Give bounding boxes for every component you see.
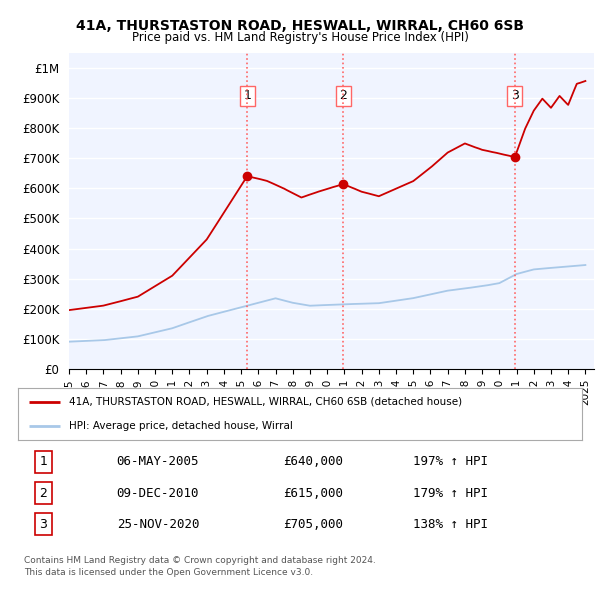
Text: 138% ↑ HPI: 138% ↑ HPI	[413, 517, 488, 530]
Text: 1: 1	[243, 89, 251, 102]
Text: 2: 2	[40, 487, 47, 500]
Text: 2: 2	[339, 89, 347, 102]
Text: 3: 3	[511, 89, 519, 102]
Text: 1: 1	[40, 455, 47, 468]
Text: HPI: Average price, detached house, Wirral: HPI: Average price, detached house, Wirr…	[69, 421, 293, 431]
Text: 197% ↑ HPI: 197% ↑ HPI	[413, 455, 488, 468]
Text: £615,000: £615,000	[283, 487, 343, 500]
Text: 25-NOV-2020: 25-NOV-2020	[116, 517, 199, 530]
Text: This data is licensed under the Open Government Licence v3.0.: This data is licensed under the Open Gov…	[24, 568, 313, 577]
Text: 41A, THURSTASTON ROAD, HESWALL, WIRRAL, CH60 6SB (detached house): 41A, THURSTASTON ROAD, HESWALL, WIRRAL, …	[69, 396, 462, 407]
Text: 41A, THURSTASTON ROAD, HESWALL, WIRRAL, CH60 6SB: 41A, THURSTASTON ROAD, HESWALL, WIRRAL, …	[76, 19, 524, 33]
Text: 06-MAY-2005: 06-MAY-2005	[116, 455, 199, 468]
Text: £705,000: £705,000	[283, 517, 343, 530]
Text: Price paid vs. HM Land Registry's House Price Index (HPI): Price paid vs. HM Land Registry's House …	[131, 31, 469, 44]
Text: 09-DEC-2010: 09-DEC-2010	[116, 487, 199, 500]
Text: 3: 3	[40, 517, 47, 530]
Text: Contains HM Land Registry data © Crown copyright and database right 2024.: Contains HM Land Registry data © Crown c…	[24, 556, 376, 565]
Text: £640,000: £640,000	[283, 455, 343, 468]
Text: 179% ↑ HPI: 179% ↑ HPI	[413, 487, 488, 500]
